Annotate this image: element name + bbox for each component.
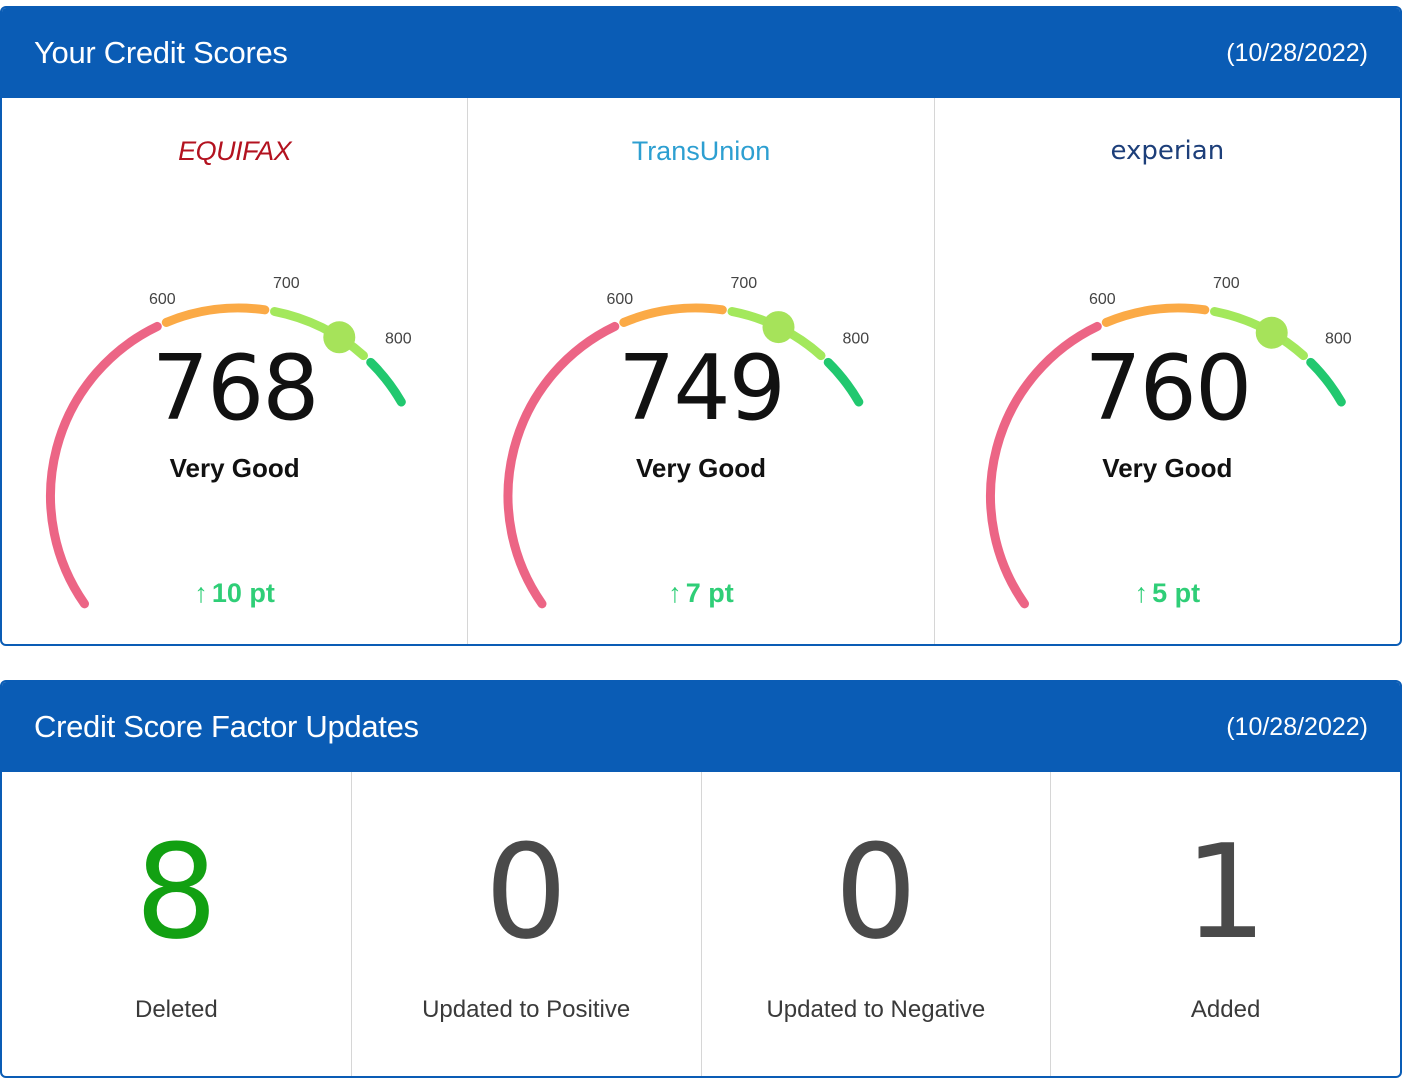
score-change: ↑ 7 pt	[468, 578, 933, 609]
score-change-text: 10 pt	[211, 578, 275, 608]
factor-updates-date: (10/28/2022)	[1226, 712, 1368, 741]
gauge-tick-label: 600	[1089, 291, 1116, 308]
gauges-row: EQUIFAX 600 700 800 768 Very Good ↑ 10 pt T…	[2, 98, 1400, 644]
factor-updates-title: Credit Score Factor Updates	[34, 709, 419, 744]
score-change-text: 5 pt	[1152, 578, 1201, 608]
score-change: ↑ 5 pt	[935, 578, 1400, 609]
gauge-tick-label: 800	[385, 330, 412, 347]
gauge-segment	[619, 303, 728, 327]
factor-added[interactable]: 1 Added	[1051, 772, 1400, 1076]
gauge-segment	[46, 321, 162, 609]
bureau-logo-experian: experian	[1110, 136, 1225, 166]
gauge-transunion[interactable]: TransUnion 600 700 800 749 Very Good ↑ 7 pt	[468, 98, 935, 644]
score-value: 768	[151, 336, 320, 441]
gauge-segment	[1305, 357, 1346, 407]
gauge-segment	[1101, 303, 1209, 327]
gauge-segment	[503, 321, 620, 609]
credit-scores-panel: Your Credit Scores (10/28/2022) EQUIFAX …	[0, 6, 1402, 646]
factor-updates-header: Credit Score Factor Updates (10/28/2022)	[2, 682, 1400, 772]
bureau-logo-equifax: EQUIFAX	[178, 136, 292, 166]
factor-count: 8	[135, 816, 218, 968]
factor-updated-negative[interactable]: 0 Updated to Negative	[702, 772, 1052, 1076]
gauge-score-marker	[323, 321, 356, 354]
credit-scores-header: Your Credit Scores (10/28/2022)	[2, 8, 1400, 98]
factor-label: Added	[1190, 996, 1261, 1023]
factor-label: Updated to Negative	[766, 996, 986, 1023]
gauge-segment	[985, 321, 1102, 609]
score-change: ↑ 10 pt	[2, 578, 467, 609]
gauge-segment	[161, 303, 270, 327]
credit-scores-date: (10/28/2022)	[1226, 38, 1368, 67]
gauge-tick-label: 800	[843, 330, 870, 347]
arrow-up-icon: ↑	[1134, 578, 1149, 608]
factor-label: Deleted	[135, 996, 218, 1023]
gauge-score-marker	[762, 311, 795, 344]
score-value: 760	[1084, 336, 1252, 441]
score-change-text: 7 pt	[685, 578, 734, 608]
score-value: 749	[618, 336, 786, 441]
gauge-dial: 600 700 800	[46, 275, 412, 609]
factors-row: 8 Deleted 0 Updated to Positive 0 Update…	[2, 772, 1400, 1076]
gauge-tick-label: 700	[1213, 275, 1240, 292]
arrow-up-icon: ↑	[668, 578, 682, 608]
factor-count: 0	[834, 816, 918, 968]
factor-deleted[interactable]: 8 Deleted	[2, 772, 352, 1076]
gauge-dial: 600 700 800	[985, 275, 1352, 609]
factor-label: Updated to Positive	[422, 996, 631, 1023]
gauge-segment	[366, 357, 406, 407]
gauge-score-marker	[1255, 316, 1288, 349]
gauge-segment	[824, 357, 864, 407]
gauge-tick-label: 600	[607, 291, 634, 308]
gauge-tick-label: 600	[149, 291, 176, 308]
gauge-tick-label: 800	[1325, 330, 1352, 347]
arrow-up-icon: ↑	[194, 578, 208, 608]
gauge-tick-label: 700	[731, 275, 758, 292]
score-rating: Very Good	[635, 453, 767, 483]
score-rating: Very Good	[169, 453, 300, 483]
score-rating: Very Good	[1102, 453, 1233, 483]
gauge-tick-label: 700	[273, 275, 300, 292]
gauge-experian[interactable]: experian 600 700 800 760 Very Good ↑ 5 pt	[935, 98, 1400, 644]
credit-scores-title: Your Credit Scores	[34, 35, 288, 70]
gauge-segment	[270, 306, 369, 361]
factor-count: 1	[1184, 816, 1267, 968]
gauge-equifax[interactable]: EQUIFAX 600 700 800 768 Very Good ↑ 10 pt	[2, 98, 469, 644]
factor-count: 0	[484, 816, 568, 968]
gauge-dial: 600 700 800	[503, 275, 870, 609]
factor-updates-panel: Credit Score Factor Updates (10/28/2022)…	[0, 680, 1402, 1078]
bureau-logo-transunion: TransUnion	[631, 136, 771, 166]
factor-updated-positive[interactable]: 0 Updated to Positive	[352, 772, 702, 1076]
